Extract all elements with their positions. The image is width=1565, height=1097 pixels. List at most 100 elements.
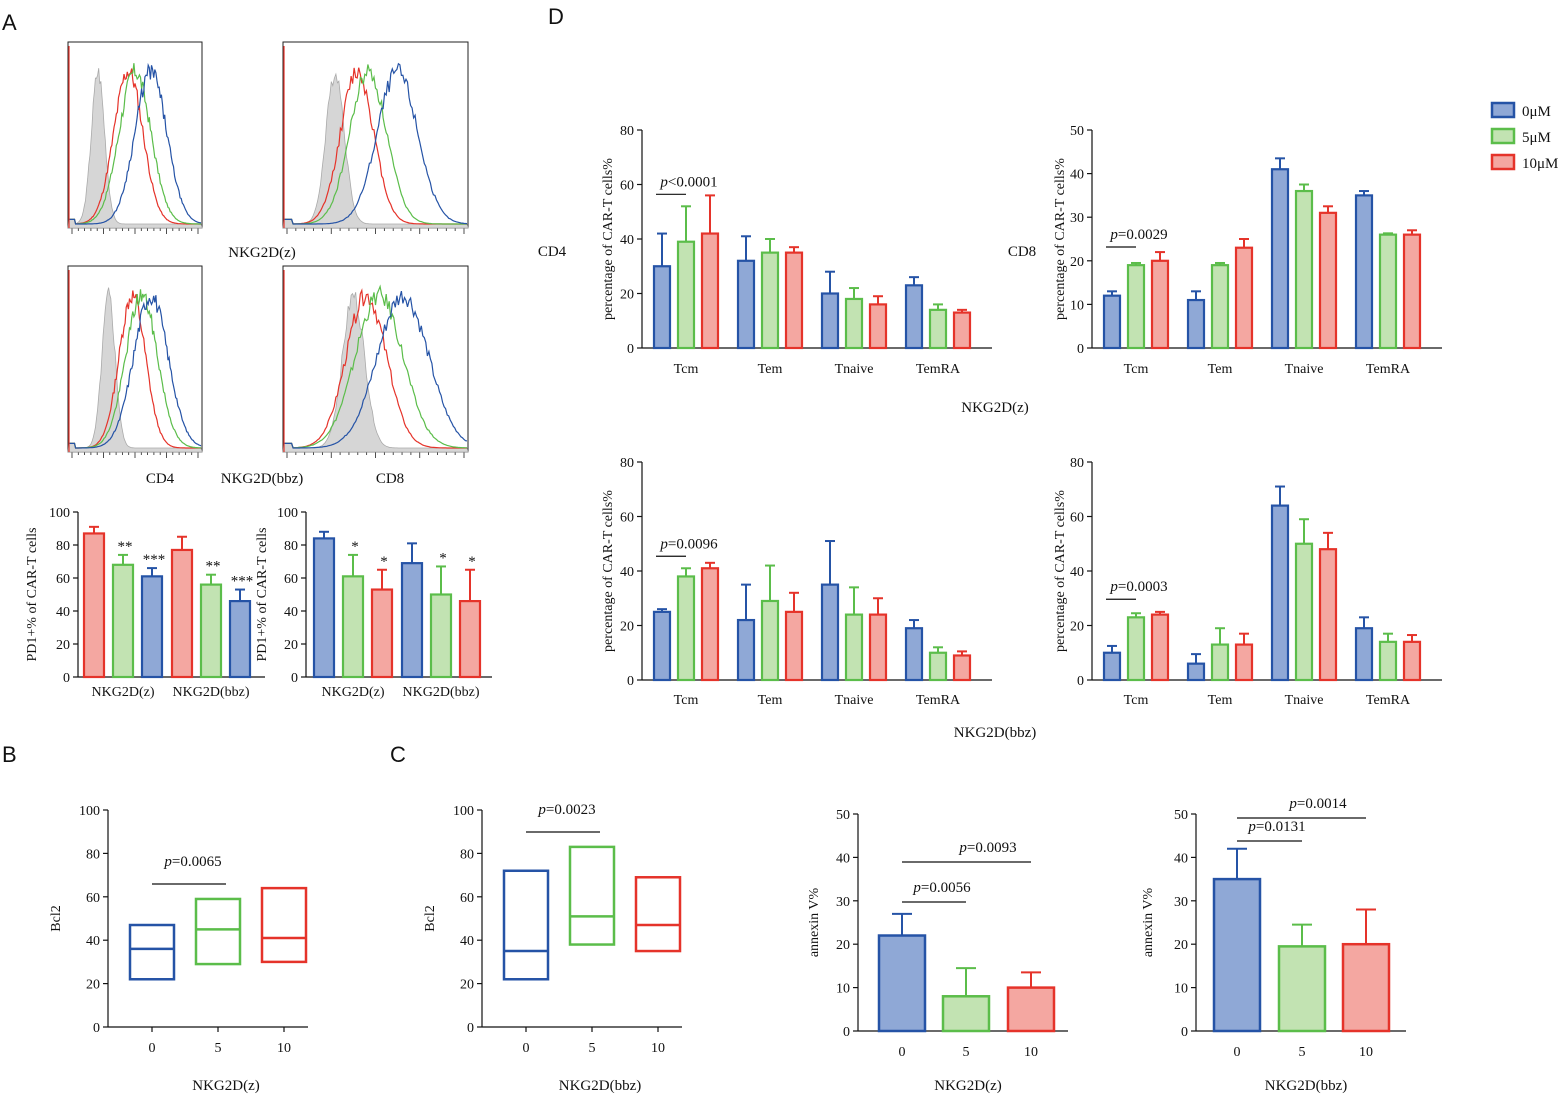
bar (1150, 613, 1170, 682)
bar (1318, 211, 1338, 350)
bar (1378, 640, 1398, 682)
bar (868, 303, 888, 350)
y-tick-label: 20 (460, 978, 474, 993)
bar (928, 308, 948, 350)
chart-A1: 020406080100*****NKG2D(z)*****NKG2D(bbz)… (25, 506, 265, 700)
box (194, 897, 242, 966)
y-tick-label: 80 (86, 847, 100, 862)
y-tick-label: 100 (49, 506, 70, 521)
significance-stars: * (351, 539, 359, 555)
bar (1402, 233, 1422, 350)
significance-stars: *** (231, 574, 254, 590)
bar (652, 610, 672, 682)
significance-stars: * (380, 554, 388, 570)
legend-swatch (1490, 101, 1516, 119)
bar (1270, 168, 1290, 350)
bar (111, 563, 135, 679)
y-tick-label: 0 (1077, 674, 1084, 689)
bar (400, 562, 424, 679)
legend-swatch (1490, 153, 1516, 171)
x-axis-label: NKG2D(z) (934, 1078, 1001, 1094)
box (502, 869, 550, 981)
p-value: <0.0001 (668, 174, 718, 190)
y-tick-label: 100 (453, 804, 474, 819)
p-italic: p (659, 174, 668, 190)
p-italic: p (537, 802, 546, 818)
chart-D4: 0 20 40 60 80 Tcm Tem Tnaive TemRA percentage of … (1053, 456, 1442, 708)
y-tick-label: 0 (1181, 1025, 1188, 1040)
y-tick-label: 0 (291, 671, 298, 686)
histogram-frame (282, 265, 469, 453)
y-tick-label: 80 (620, 124, 634, 139)
significance-stars: *** (143, 552, 166, 568)
p-italic: p (1109, 227, 1118, 243)
p-value: =0.0003 (1118, 579, 1168, 595)
y-tick-label: 40 (1070, 168, 1084, 183)
y-tick-label: 80 (1070, 456, 1084, 471)
y-tick-label: 40 (836, 851, 850, 866)
bar (1102, 651, 1122, 682)
bar (952, 311, 972, 350)
bar (784, 251, 804, 350)
flow-label-nkg2dz: NKG2D(z) (228, 245, 295, 261)
y-tick-label: 10 (1174, 982, 1188, 997)
y-tick-label: 0 (627, 342, 634, 357)
significance-stars: ** (206, 559, 221, 575)
bar (1186, 298, 1206, 350)
y-tick-label: 60 (620, 511, 634, 526)
y-tick-label: 30 (1070, 211, 1084, 226)
x-tick-label: Tem (758, 693, 783, 708)
p-value: =0.0131 (1256, 819, 1306, 835)
bar (1270, 504, 1290, 682)
y-tick-label: 0 (93, 1021, 100, 1036)
bar (676, 240, 696, 350)
y-tick-label: 30 (836, 895, 850, 910)
significance-stars: ** (118, 539, 133, 555)
legend: 0μM 5μM 10μM (1490, 101, 1558, 172)
histogram-frame (67, 265, 203, 453)
x-tick-label: 5 (589, 1041, 596, 1056)
y-axis-label: percentage of CAR-T cells% (601, 490, 616, 652)
bar (784, 610, 804, 682)
d-label-cd8: CD8 (1008, 244, 1036, 260)
y-tick-label: 80 (620, 456, 634, 471)
x-tick-label: 10 (1024, 1045, 1038, 1060)
bar (820, 292, 840, 350)
bar (341, 575, 365, 679)
y-tick-label: 50 (1174, 808, 1188, 823)
y-tick-label: 100 (277, 506, 298, 521)
d-label-cd4: CD4 (538, 244, 567, 260)
d-xlabel-bottom: NKG2D(bbz) (954, 725, 1036, 741)
p-value-label: p=0.0056 (912, 880, 971, 896)
bar (844, 613, 864, 682)
x-tick-label: Tcm (1124, 362, 1149, 377)
bar (760, 599, 780, 682)
bar (170, 548, 194, 679)
bar (312, 537, 336, 679)
p-italic: p (659, 536, 668, 552)
x-tick-label: TemRA (916, 362, 961, 377)
x-tick-label: NKG2D(z) (322, 685, 385, 700)
y-tick-label: 60 (284, 572, 298, 587)
bar (370, 588, 394, 679)
bar (1126, 264, 1146, 350)
histogram-green (69, 289, 202, 449)
y-axis-label: annexin V% (1141, 887, 1156, 957)
bar (1234, 246, 1254, 350)
y-tick-label: 80 (284, 539, 298, 554)
x-tick-label: TemRA (1366, 362, 1411, 377)
y-tick-label: 60 (56, 572, 70, 587)
histogram-green (284, 284, 467, 449)
x-tick-label: 5 (1299, 1045, 1306, 1060)
p-italic: p (1109, 579, 1118, 595)
y-tick-label: 40 (1174, 851, 1188, 866)
y-tick-label: 0 (1077, 342, 1084, 357)
y-axis-label: Bcl2 (423, 905, 438, 931)
bar (1186, 662, 1206, 682)
x-tick-label: Tem (758, 362, 783, 377)
panel-label-b: B (2, 742, 17, 767)
histogram-isotype (282, 72, 469, 229)
x-tick-label: NKG2D(bbz) (173, 685, 250, 700)
y-tick-label: 40 (460, 934, 474, 949)
